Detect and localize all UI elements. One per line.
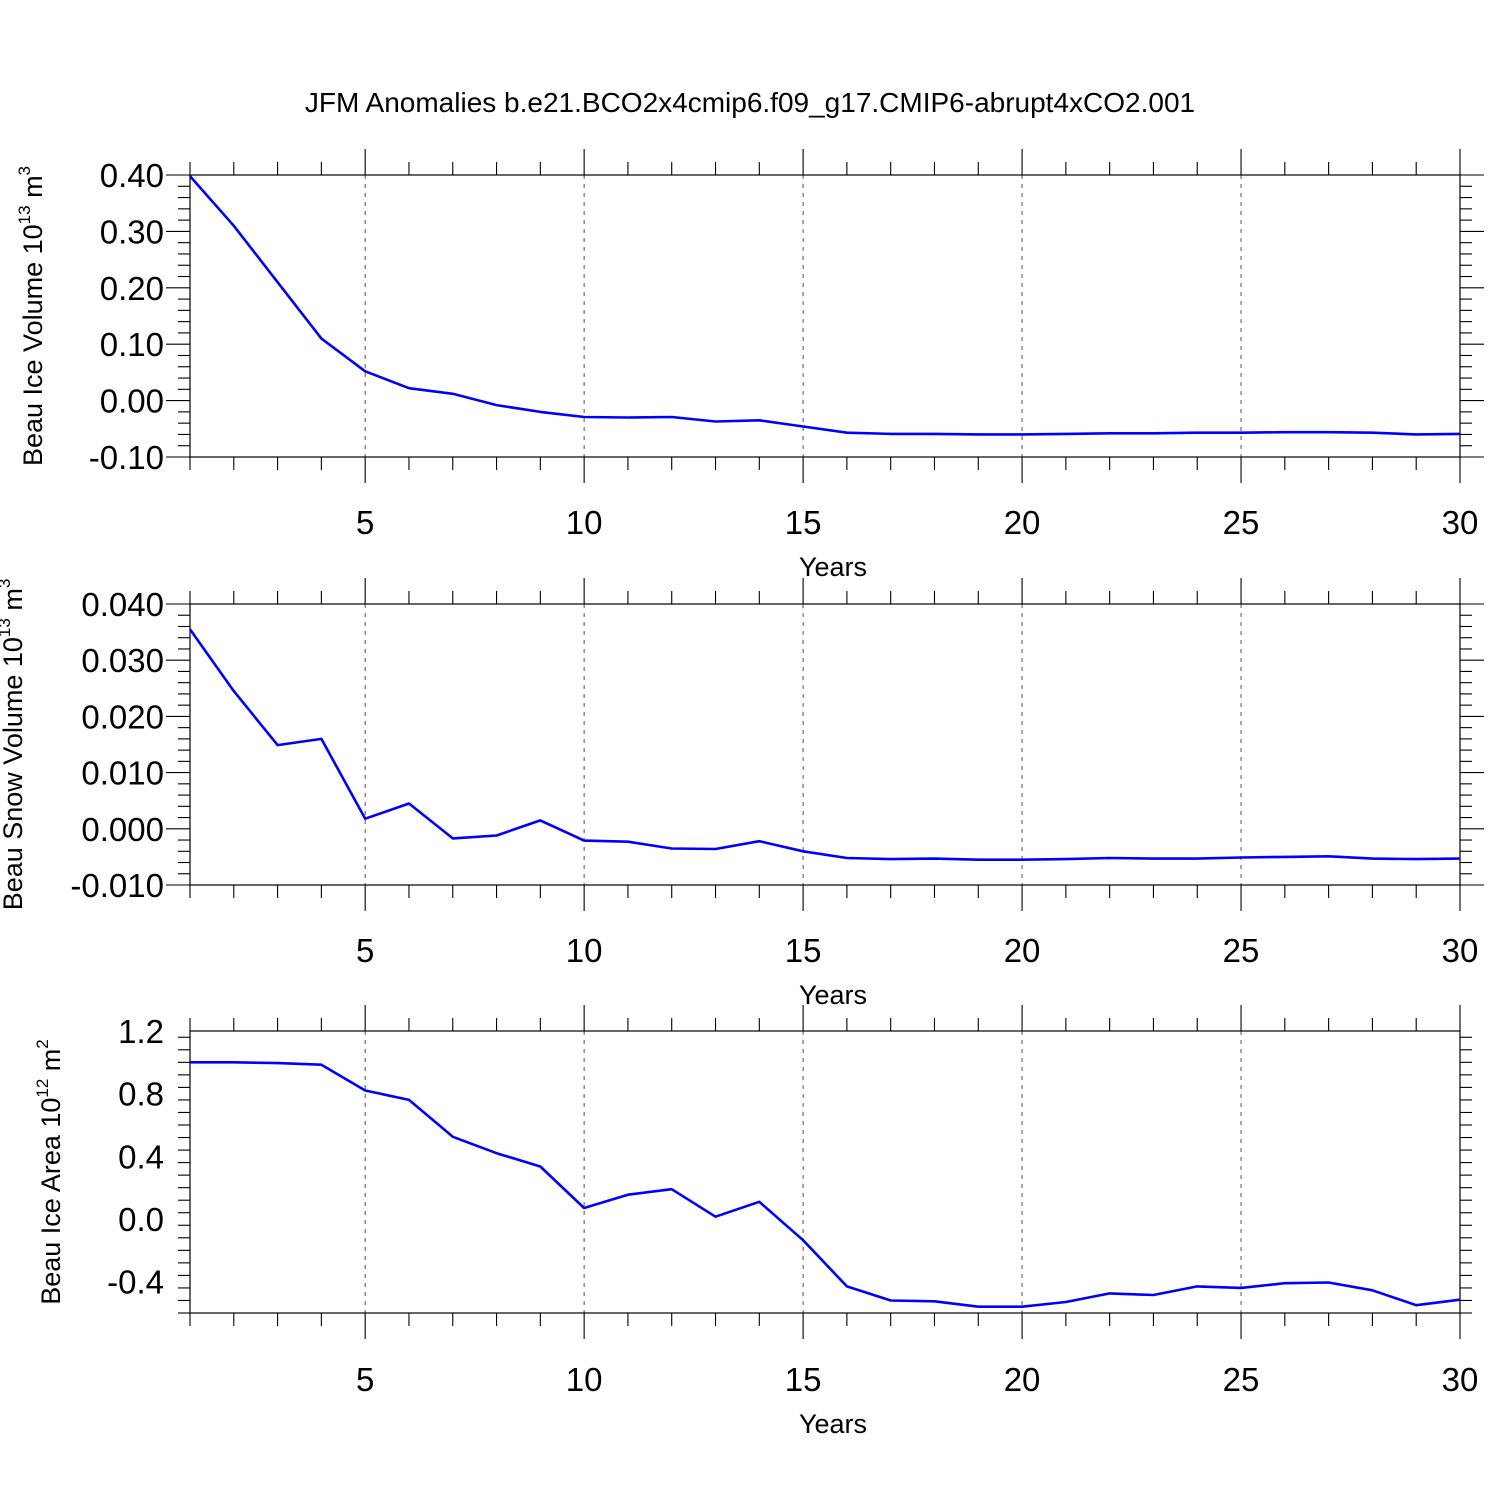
x-tick-label: 30 (1442, 504, 1479, 541)
panels: 5 10 15 20 25 30 -0.10 0.00 0.10 0.20 0.30 0.40 Year… (0, 149, 1484, 1439)
x-tick-label: 5 (356, 932, 374, 969)
y-tick-label: 0.040 (81, 586, 164, 623)
y-axis-label: Beau Ice Area 1012 m2 (33, 1039, 66, 1305)
y-tick-label: 0.10 (100, 326, 164, 363)
x-tick-label: 5 (356, 1361, 374, 1398)
y-tick-label: 0.010 (81, 755, 164, 792)
y-tick-label: 0.000 (81, 811, 164, 848)
y-tick-label: 0.4 (118, 1138, 164, 1175)
x-axis-label: Years (799, 552, 867, 582)
x-tick-label: 20 (1004, 1361, 1041, 1398)
x-tick-label: 10 (566, 932, 603, 969)
x-tick-label: 25 (1223, 1361, 1260, 1398)
data-series-line (189, 175, 1461, 436)
x-tick-label: 30 (1442, 932, 1479, 969)
x-tick-label: 20 (1004, 504, 1041, 541)
plot-frame (189, 603, 1461, 886)
x-tick-label: 30 (1442, 1361, 1479, 1398)
x-tick-label: 5 (356, 504, 374, 541)
y-tick-label: 0.020 (81, 698, 164, 735)
y-tick-label: -0.4 (107, 1264, 164, 1301)
x-tick-label: 10 (566, 1361, 603, 1398)
x-tick-label: 25 (1223, 932, 1260, 969)
y-tick-label: 1.2 (118, 1013, 164, 1050)
chart-panel-3: 5 10 15 20 25 30 -0.4 0.0 0.4 0.8 1.2 Years Beau Ice… (33, 1005, 1478, 1439)
y-tick-label: 0.40 (100, 157, 164, 194)
plot-frame (189, 174, 1461, 458)
y-tick-label: 0.00 (100, 383, 164, 420)
x-axis-label: Years (799, 1409, 867, 1439)
y-tick-label: 0.030 (81, 642, 164, 679)
y-tick-label: -0.10 (89, 439, 164, 476)
data-series-line (190, 1061, 1461, 1308)
data-series-line (188, 628, 1461, 862)
y-axis-label: Beau Snow Volume 1013 m3 (0, 579, 28, 911)
y-tick-label: 0.8 (118, 1076, 164, 1113)
x-tick-label: 20 (1004, 932, 1041, 969)
y-tick-label: 0.0 (118, 1201, 164, 1238)
x-axis-label: Years (799, 980, 867, 1010)
y-tick-label: 0.20 (100, 270, 164, 307)
chart-panel-2: 5 10 15 20 25 30 -0.010 0.000 0.010 0.020 0.030 0.0… (0, 578, 1484, 1010)
chart-panel-1: 5 10 15 20 25 30 -0.10 0.00 0.10 0.20 0.30 0.40 Year… (15, 149, 1484, 582)
y-tick-label: 0.30 (100, 213, 164, 250)
y-tick-label: -0.010 (70, 867, 164, 904)
x-tick-label: 10 (566, 504, 603, 541)
y-axis-label: Beau Ice Volume 1013 m3 (15, 166, 48, 466)
x-tick-label: 15 (785, 932, 822, 969)
chart-title: JFM Anomalies b.e21.BCO2x4cmip6.f09_g17.… (305, 87, 1195, 118)
x-tick-label: 25 (1223, 504, 1260, 541)
x-tick-label: 15 (785, 504, 822, 541)
x-tick-label: 15 (785, 1361, 822, 1398)
plot-frame (189, 1030, 1461, 1314)
